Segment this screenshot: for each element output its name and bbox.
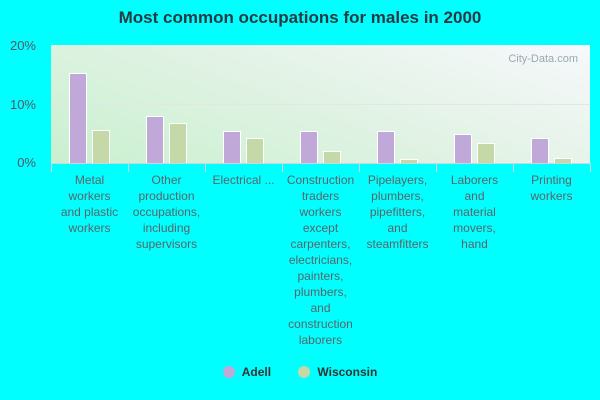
x-label: Printing workers	[530, 173, 573, 203]
y-tick-0: 0%	[17, 155, 36, 170]
bar-wisconsin[interactable]	[323, 151, 341, 163]
x-tick	[282, 163, 283, 172]
bar-adell[interactable]	[377, 130, 395, 163]
chart-title: Most common occupations for males in 200…	[118, 8, 482, 27]
legend-item-adell[interactable]: Adell	[222, 365, 272, 379]
bar-wisconsin[interactable]	[169, 122, 187, 163]
x-label: Laborers and material movers, hand	[450, 173, 499, 251]
watermark: City-Data.com	[508, 53, 578, 65]
bar-wisconsin[interactable]	[246, 137, 264, 163]
y-tick-20: 20%	[9, 38, 36, 53]
bar-adell[interactable]	[223, 130, 241, 163]
x-tick	[359, 163, 360, 172]
legend-label-wisconsin: Wisconsin	[317, 365, 378, 379]
x-label: Other production occupations, including …	[132, 173, 201, 251]
legend-item-wisconsin[interactable]: Wisconsin	[298, 365, 377, 379]
legend-label-adell: Adell	[241, 365, 272, 379]
bar-adell[interactable]	[531, 137, 549, 163]
adell-swatch-icon	[222, 366, 235, 378]
x-tick	[436, 163, 437, 172]
bar-wisconsin[interactable]	[477, 142, 495, 163]
bar-adell[interactable]	[69, 73, 87, 163]
bar-wisconsin[interactable]	[554, 157, 572, 163]
x-label: Metal workers and plastic workers	[60, 173, 119, 235]
bar-adell[interactable]	[146, 116, 164, 163]
bar-adell[interactable]	[300, 130, 318, 163]
bar-wisconsin[interactable]	[92, 129, 110, 163]
legend: Adell Wisconsin	[0, 365, 600, 381]
y-tick-10: 10%	[9, 97, 36, 112]
wisconsin-swatch-icon	[298, 366, 311, 378]
gridline-10	[51, 104, 590, 105]
x-label: Construction traders workers except carp…	[286, 173, 355, 347]
bar-wisconsin[interactable]	[400, 158, 418, 163]
x-tick	[51, 163, 52, 172]
x-tick	[205, 163, 206, 172]
x-tick	[590, 163, 591, 172]
x-axis	[51, 163, 590, 164]
x-label: Pipelayers, plumbers, pipefitters, and s…	[366, 173, 429, 251]
bar-adell[interactable]	[454, 134, 472, 163]
x-tick	[128, 163, 129, 172]
x-label: Electrical ...	[212, 173, 275, 187]
x-tick	[513, 163, 514, 172]
plot-area: City-Data.com	[51, 45, 590, 163]
